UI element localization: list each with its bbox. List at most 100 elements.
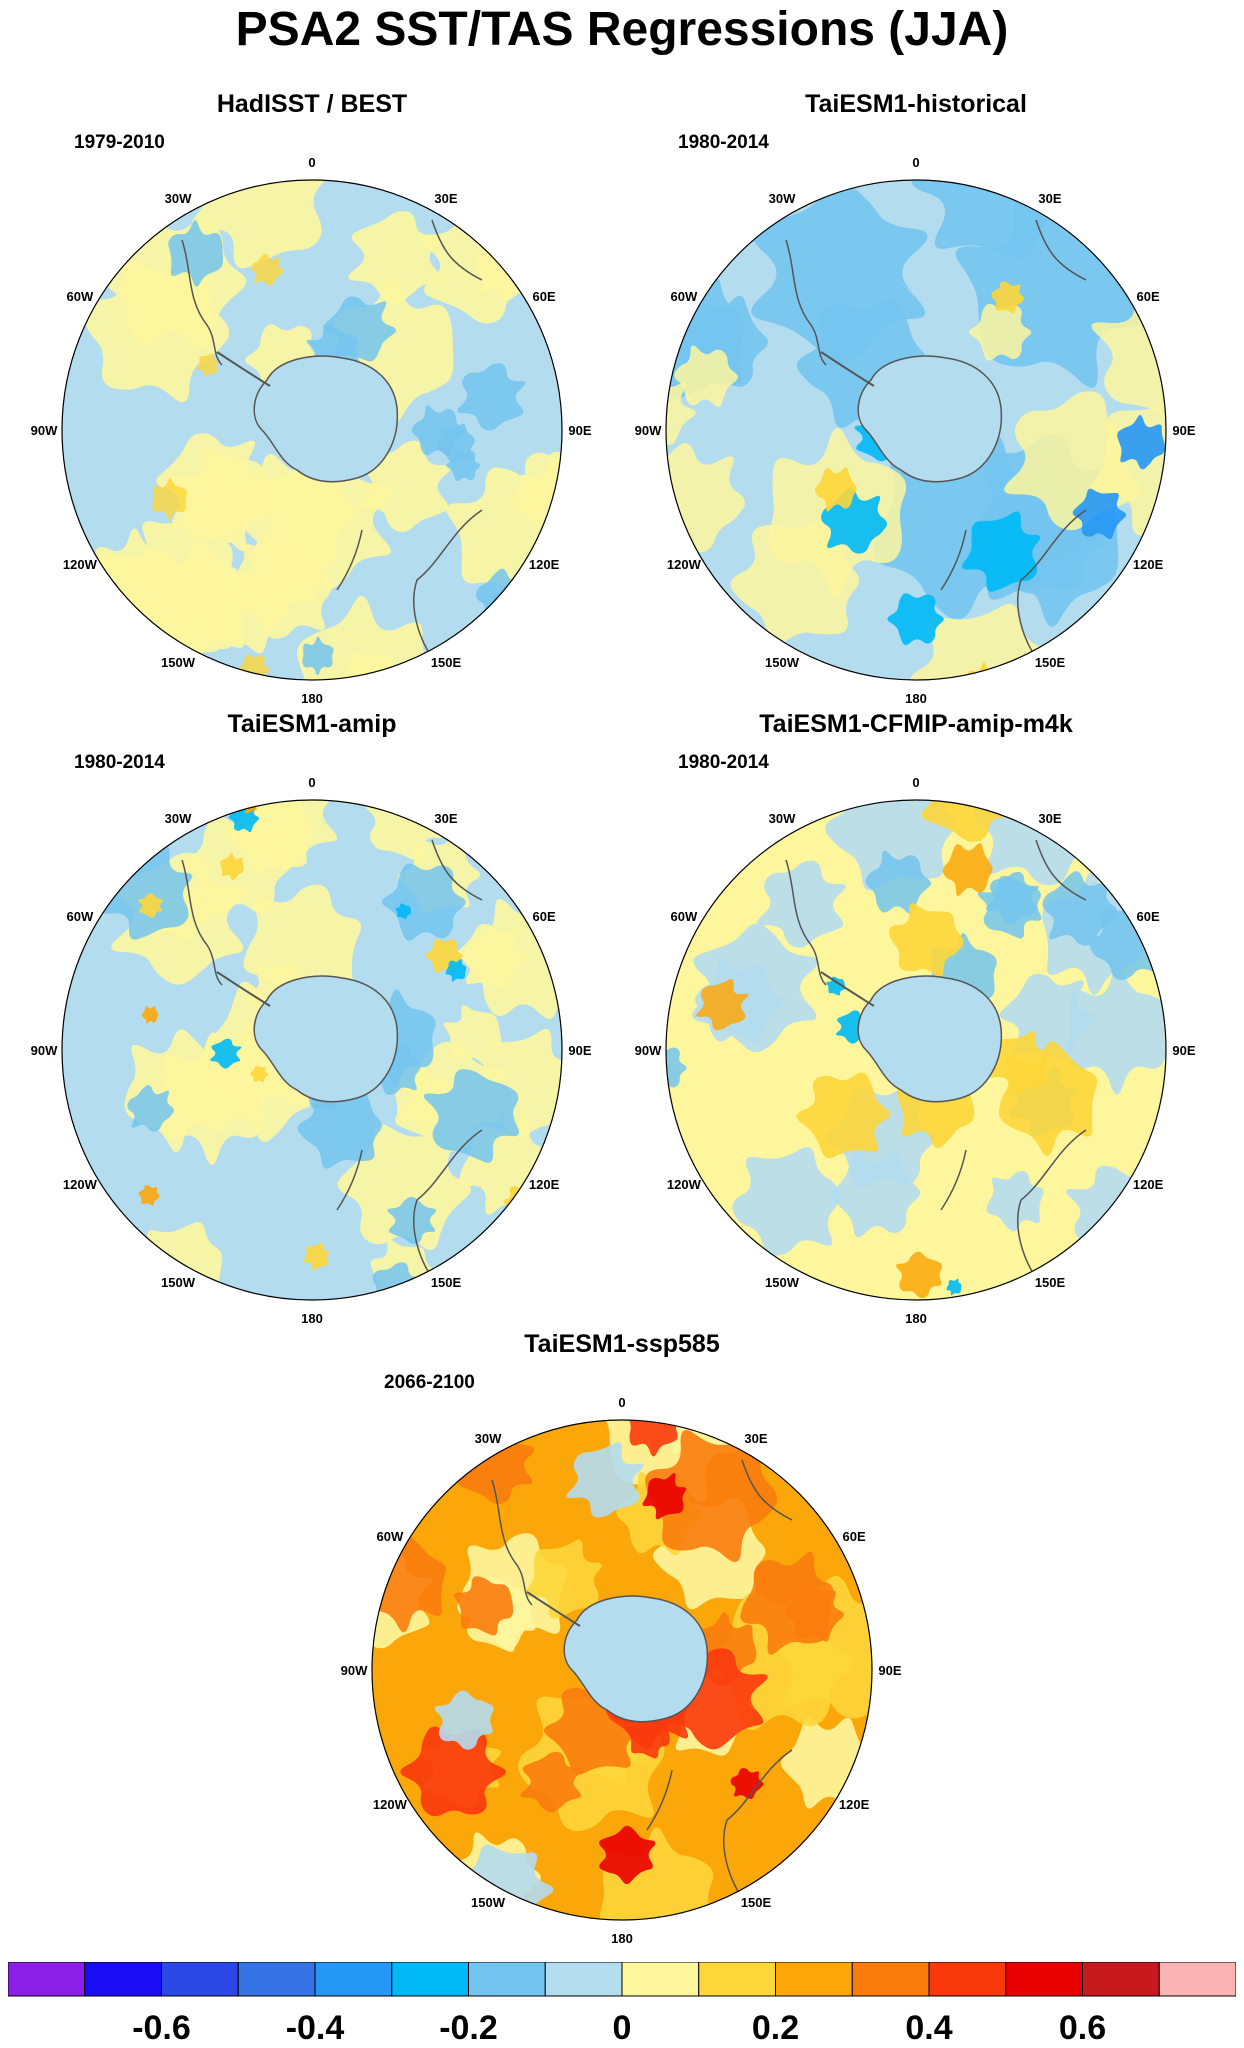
antarctic-peninsula [820, 971, 875, 1007]
field-contour [362, 800, 447, 862]
field-contour [566, 1442, 644, 1518]
field-contour [470, 1028, 562, 1140]
field-contour [1066, 968, 1166, 1095]
new-zealand-coast [940, 529, 967, 591]
longitude-label: 150W [471, 1895, 506, 1910]
panel-title: TaiESM1-amip [227, 710, 397, 738]
field-contour [395, 903, 412, 919]
field-contour [946, 1278, 962, 1296]
longitude-label: 90W [31, 423, 58, 438]
longitude-label: 30E [1038, 191, 1061, 206]
field-contour [524, 1539, 602, 1619]
south-america-coast [785, 859, 827, 986]
field-contour [333, 651, 411, 680]
field-contour [251, 253, 285, 286]
longitude-label: 0 [912, 775, 919, 790]
panel-amip: TaiESM1-amip 1980-2014 0 30E 60E 90E 120E 150… [12, 710, 612, 1350]
field-contour [732, 1147, 843, 1256]
page-title: PSA2 SST/TAS Regressions (JJA) [235, 3, 1009, 56]
colorbar-swatch [161, 1962, 239, 1997]
field-contour [446, 449, 483, 482]
longitude-label: 150W [161, 655, 196, 670]
field-contour [961, 511, 1041, 592]
africa-coast [1035, 839, 1087, 901]
field-contour [191, 180, 328, 269]
field-contour [303, 1242, 330, 1270]
longitude-label: 150E [431, 1275, 462, 1290]
field-contour [445, 958, 467, 982]
australia-coast [723, 1749, 793, 1911]
panel-title: TaiESM1-historical [805, 90, 1027, 118]
field-contour [666, 1046, 690, 1089]
field-contour [182, 470, 259, 544]
panel-historical: TaiESM1-historical 1980-2014 0 30E 60E 90E 1… [616, 90, 1216, 730]
field-contour [68, 1155, 86, 1172]
longitude-label: 30E [1038, 811, 1061, 826]
colorbar-tick-label: -0.6 [132, 2009, 191, 2047]
panel-period: 1980-2014 [678, 752, 769, 773]
africa-coast [431, 219, 483, 281]
longitude-label: 60W [377, 1529, 404, 1544]
longitude-label: 60E [533, 289, 556, 304]
colorbar-swatch [621, 1962, 700, 1997]
field-contour [141, 1006, 159, 1024]
field-contour [302, 636, 334, 676]
longitude-label: 150W [161, 1275, 196, 1290]
longitude-label: 60E [1137, 909, 1160, 924]
field-contour [740, 1551, 834, 1655]
colorbar-swatch [391, 1962, 469, 1997]
colorbar-swatch [1005, 1962, 1083, 1997]
map-boundary [61, 179, 563, 681]
new-zealand-coast [646, 1769, 673, 1831]
polar-map: 0 30E 60E 90E 120E 150E 180 150W 120W 90W 60W 30W [31, 775, 592, 1326]
longitude-label: 150E [431, 655, 462, 670]
longitude-label: 180 [301, 1311, 323, 1326]
field-contour [757, 860, 846, 948]
polar-map: 0 30E 60E 90E 120E 150E 180 150W 120W 90W 60W 30W [635, 155, 1196, 706]
africa-coast [1035, 219, 1087, 281]
field-contour [628, 1420, 678, 1457]
south-america-coast [785, 239, 827, 366]
field-contour [220, 852, 245, 881]
field-contour [381, 863, 471, 941]
polar-map: 0 30E 60E 90E 120E 150E 180 150W 120W 90W 60W 30W [31, 155, 592, 706]
longitude-label: 60W [67, 909, 94, 924]
longitude-label: 120W [373, 1797, 408, 1812]
field-contour [358, 440, 452, 533]
field-contour [1117, 414, 1166, 470]
colorbar-swatch [8, 1962, 86, 1997]
map-boundary [665, 179, 1167, 681]
longitude-label: 120W [667, 557, 702, 572]
field-contour [196, 353, 219, 377]
longitude-label: 90E [878, 1663, 901, 1678]
field-contour [942, 843, 994, 897]
field-contour [252, 540, 332, 609]
longitude-label: 150E [1035, 655, 1066, 670]
colorbar-swatch [851, 1962, 930, 1997]
longitude-label: 30W [769, 191, 796, 206]
longitude-label: 150E [1035, 1275, 1066, 1290]
field-contour [127, 1085, 176, 1132]
field-contour [137, 893, 164, 918]
field-contour [138, 1185, 161, 1206]
longitude-label: 90E [1172, 1043, 1195, 1058]
colorbar-swatch [314, 1962, 393, 1997]
longitude-label: 150E [741, 1895, 772, 1910]
longitude-label: 120E [529, 1177, 560, 1192]
south-america-coast [181, 859, 223, 986]
field-contour [814, 467, 858, 512]
field-contour [969, 303, 1035, 361]
field-contour [796, 1072, 897, 1159]
longitude-label: 120E [529, 557, 560, 572]
colorbar-tick-label: -0.4 [285, 2009, 345, 2047]
colorbar-tick-label: 0.4 [905, 2009, 953, 2047]
field-contour [642, 1473, 687, 1520]
longitude-label: 90E [1172, 423, 1195, 438]
field-contour [645, 1429, 782, 1562]
polar-map: 0 30E 60E 90E 120E 150E 180 150W 120W 90W 60W 30W [635, 775, 1196, 1326]
field-contour [986, 1171, 1044, 1232]
field-contour [193, 564, 294, 654]
longitude-label: 180 [301, 691, 323, 706]
longitude-label: 60W [671, 289, 698, 304]
longitude-label: 60E [533, 909, 556, 924]
